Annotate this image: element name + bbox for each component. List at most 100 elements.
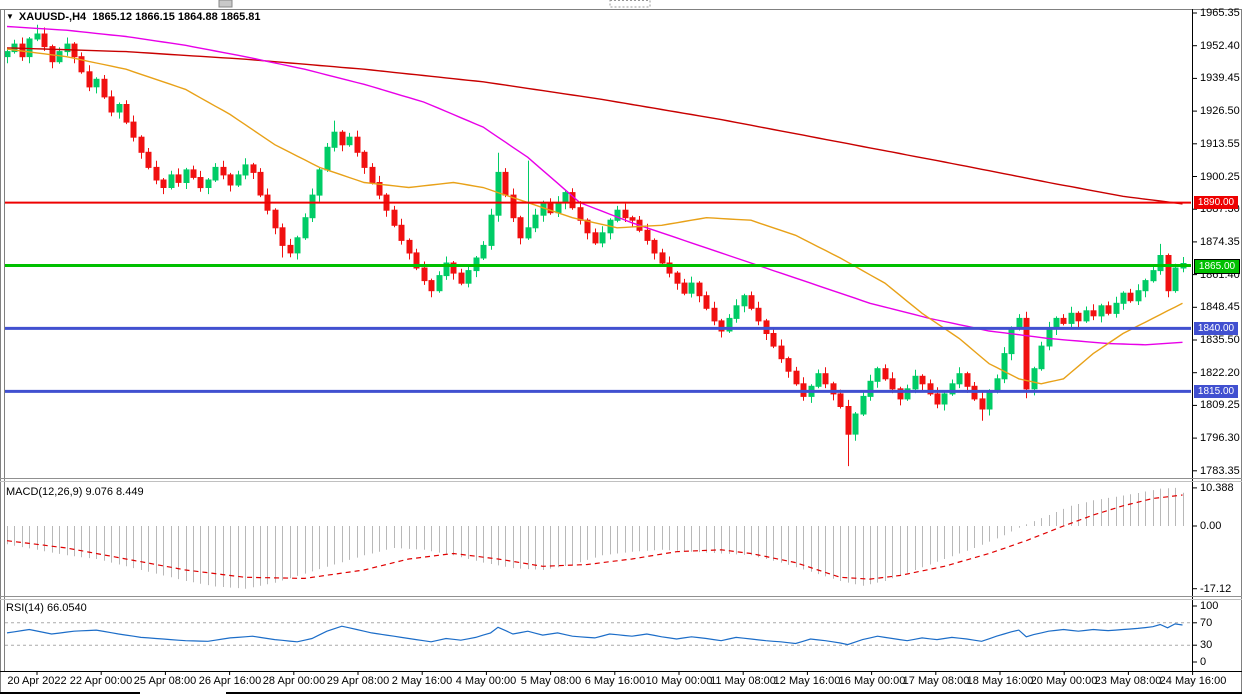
candle-body <box>852 413 859 435</box>
time-axis-label: 17 May 08:00 <box>902 675 970 687</box>
candle-body <box>622 209 629 219</box>
candle-body <box>949 383 956 395</box>
time-axis-label: 2 May 16:00 <box>391 675 453 687</box>
candle-body <box>250 164 257 173</box>
candle-body <box>651 239 658 254</box>
candle-body <box>413 252 420 269</box>
candle-body <box>130 121 137 138</box>
candle-body <box>994 378 1001 392</box>
rsi-axis-label: 30 <box>1200 639 1213 651</box>
candle-body <box>510 194 517 219</box>
candle-body <box>562 192 569 204</box>
price-axis-label: 1796.30 <box>1200 432 1240 444</box>
chevron-down-icon[interactable]: ▼ <box>6 12 14 21</box>
time-axis-label: 29 Apr 08:00 <box>326 675 390 687</box>
price-level-badge-1890.00: 1890.00 <box>1194 196 1238 209</box>
candle-body <box>1098 305 1105 317</box>
candle-body <box>398 224 405 241</box>
time-axis-label: 26 Apr 16:00 <box>198 675 262 687</box>
symbol-timeframe: XAUUSD-,H4 <box>18 11 87 23</box>
candle-body <box>741 295 748 307</box>
candle-body <box>718 320 725 332</box>
candle-body <box>614 209 621 221</box>
time-axis-label: 4 May 00:00 <box>455 675 517 687</box>
candle-body <box>1038 345 1045 370</box>
price-axis-label: 1809.25 <box>1200 399 1240 411</box>
candle-body <box>331 131 338 148</box>
candle-body <box>979 398 986 410</box>
candle-body <box>227 174 234 186</box>
candle-body <box>190 169 197 178</box>
candle-body <box>41 33 48 48</box>
price-axis-label: 1874.35 <box>1200 236 1240 248</box>
candle-body <box>93 78 100 88</box>
candle-body <box>1060 317 1067 324</box>
time-axis-label: 11 May 08:00 <box>710 675 776 687</box>
time-axis-label: 23 May 08:00 <box>1094 675 1162 687</box>
candle-body <box>1120 292 1127 304</box>
candle-body <box>837 393 844 407</box>
time-axis-label: 22 Apr 00:00 <box>69 675 133 687</box>
price-axis-label: 1926.50 <box>1200 105 1240 117</box>
candle-body <box>703 295 710 309</box>
candle-body <box>212 166 219 181</box>
candle-body <box>168 174 175 188</box>
candle-body <box>316 169 323 196</box>
candle-body <box>26 38 33 58</box>
candle-body <box>1113 302 1120 314</box>
candle-body <box>696 282 703 297</box>
candle-body <box>428 280 435 292</box>
rsi-axis-label: 0 <box>1200 656 1207 668</box>
candle-body <box>785 358 792 372</box>
candle-body <box>1150 270 1157 282</box>
candle-body <box>339 131 346 146</box>
candle-body <box>294 237 301 254</box>
candle-body <box>1105 305 1112 314</box>
candle-body <box>287 244 294 254</box>
candle-body <box>354 136 361 153</box>
time-axis-label: 18 May 16:00 <box>966 675 1034 687</box>
candle-body <box>421 267 428 282</box>
candle-body <box>882 368 889 380</box>
candle-body <box>822 373 829 385</box>
candle-body <box>272 209 279 229</box>
candle-body <box>220 166 227 176</box>
candle-body <box>629 217 636 221</box>
price-axis-label: 1965.35 <box>1200 7 1240 19</box>
macd-signal-line <box>6 494 1183 580</box>
candle-body <box>1023 317 1030 390</box>
candle-body <box>517 217 524 239</box>
candle-body <box>726 317 733 332</box>
candle-body <box>324 146 331 171</box>
macd-axis-label: 0.00 <box>1200 520 1222 532</box>
candle-body <box>346 136 353 146</box>
candle-body <box>1001 353 1008 380</box>
rsi-axis-label: 70 <box>1200 617 1213 629</box>
candle-body <box>592 232 599 244</box>
time-axis-label: 20 May 00:00 <box>1030 675 1098 687</box>
candle-body <box>525 227 532 239</box>
candle-body <box>964 373 971 387</box>
price-level-badge-1840.00: 1840.00 <box>1194 322 1238 335</box>
ohlc-values: 1865.12 1866.15 1864.88 1865.81 <box>92 11 261 23</box>
candle-body <box>108 96 115 113</box>
candle-body <box>912 375 919 390</box>
candle-body <box>1135 290 1142 302</box>
candle-body <box>309 194 316 219</box>
rsi-line <box>6 623 1183 646</box>
candle-body <box>860 395 867 415</box>
candle-body <box>674 272 681 284</box>
candle-body <box>1165 255 1172 292</box>
macd-axis-label: 10.388 <box>1200 482 1234 494</box>
time-axis-label: 25 Apr 08:00 <box>133 675 197 687</box>
candle-body <box>175 174 182 183</box>
candle-body <box>406 239 413 254</box>
price-axis-label: 1835.50 <box>1200 334 1240 346</box>
candle-body <box>569 192 576 209</box>
candle-body <box>302 217 309 239</box>
price-axis-label: 1822.20 <box>1200 367 1240 379</box>
candle-body <box>488 214 495 246</box>
candle-body <box>874 368 881 382</box>
candle-body <box>257 171 264 196</box>
